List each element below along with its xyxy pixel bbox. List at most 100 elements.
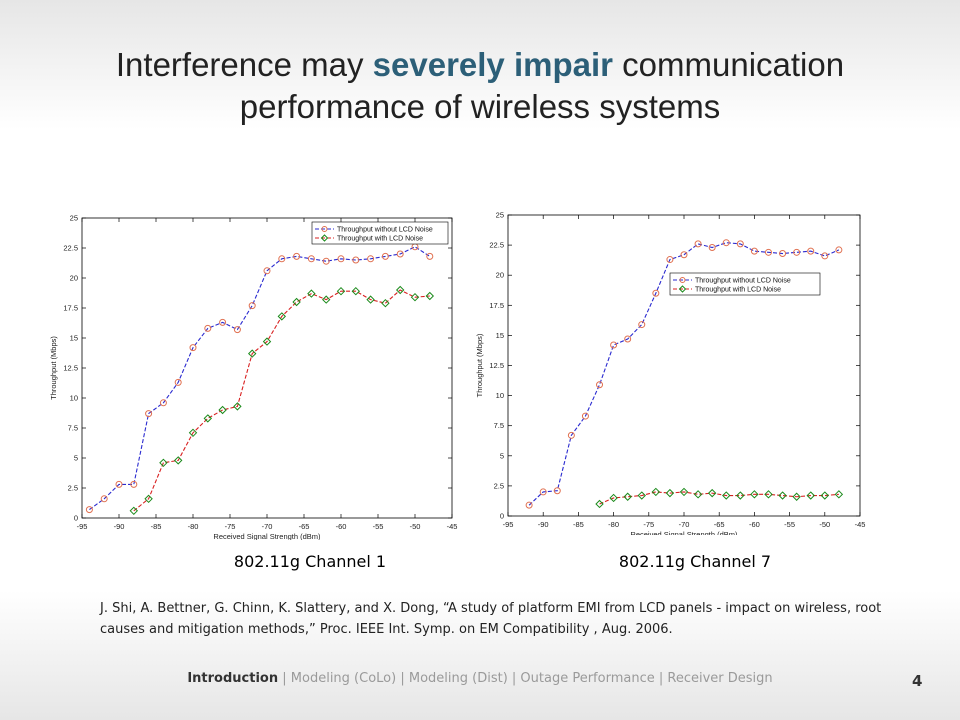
data-point [145, 410, 153, 418]
page-number: 4 [912, 672, 923, 690]
data-point [708, 244, 716, 252]
footer-nav-item[interactable]: Modeling (Dist) [408, 671, 508, 686]
y-tick-label: 7.5 [494, 421, 504, 430]
citation-reference: J. Shi, A. Bettner, G. Chinn, K. Slatter… [100, 601, 882, 637]
data-point [203, 414, 213, 423]
data-point [188, 428, 198, 438]
series-line [133, 289, 430, 512]
y-tick-label: 2.5 [68, 484, 78, 493]
x-tick-label: -95 [77, 522, 88, 531]
y-tick-label: 12.5 [63, 364, 78, 373]
data-point [100, 495, 108, 503]
data-point [366, 295, 375, 304]
x-tick-label: -85 [573, 520, 584, 529]
data-point [834, 490, 844, 499]
x-tick-label: -80 [608, 520, 619, 529]
data-point [85, 506, 93, 514]
footer-separator: | [396, 671, 409, 686]
footer-nav-item[interactable]: Modeling (CoLo) [290, 671, 397, 686]
data-point [204, 324, 212, 332]
x-tick-label: -50 [410, 522, 421, 531]
data-point [322, 257, 330, 265]
x-tick-label: -45 [855, 520, 866, 529]
data-point [292, 297, 301, 307]
data-point [395, 285, 405, 295]
data-point [694, 240, 702, 248]
data-point [637, 491, 646, 500]
data-point [680, 251, 688, 259]
data-point [736, 491, 745, 500]
data-point [807, 247, 815, 255]
data-point [820, 491, 830, 500]
legend-label: Throughput with LCD Noise [695, 287, 781, 294]
footer-separator: | [507, 671, 521, 686]
data-point [793, 248, 801, 256]
y-tick-label: 0 [74, 514, 78, 523]
data-point [666, 256, 674, 264]
data-point [115, 480, 123, 488]
y-tick-label: 2.5 [494, 481, 504, 490]
legend-marker [321, 226, 328, 232]
data-point [307, 289, 316, 298]
x-tick-label: -55 [784, 520, 795, 529]
chart-channel-7: -95 -90 -85 -80 -75 -70 -65 -60 -55 -50 -45 0 2.5 5 7.… [470, 205, 870, 540]
footer-nav-item[interactable]: Introduction [187, 671, 279, 686]
legend-box [669, 272, 821, 296]
data-point [581, 412, 589, 420]
y-tick-label: 20 [70, 274, 78, 283]
title-part1: Interference may [115, 46, 373, 83]
data-point [159, 458, 168, 468]
caption-channel-1: 802.11g Channel 1 [233, 552, 387, 571]
footer-nav-item[interactable]: Outage Performance [520, 671, 655, 686]
x-tick-label: -70 [262, 522, 273, 531]
x-tick-label: -55 [373, 522, 384, 531]
legend-label: Throughput without LCD Noise [695, 278, 791, 285]
y-tick-label: 15 [70, 334, 78, 343]
data-point [278, 255, 286, 263]
data-point [263, 267, 271, 275]
data-point [219, 318, 227, 326]
legend-marker [320, 234, 329, 242]
data-point [665, 488, 675, 498]
y-axis-label: Throughput (Mbps) [49, 336, 58, 400]
footer-separator: | [654, 671, 668, 686]
data-point [623, 492, 632, 501]
footer-nav-item[interactable]: Receiver Design [667, 671, 773, 686]
data-point [233, 326, 241, 334]
data-point [736, 240, 744, 248]
data-point [262, 337, 272, 346]
y-tick-label: 22.5 [63, 244, 78, 253]
data-point [764, 248, 772, 256]
x-tick-label: -70 [679, 520, 690, 529]
data-point [351, 286, 361, 296]
data-point [337, 255, 345, 263]
chart-channel-7-svg: -95 -90 -85 -80 -75 -70 -65 -60 -55 -50 -45 0 2.5 5 7.… [475, 211, 866, 540]
y-tick-label: 5 [74, 454, 78, 463]
legend-label: Throughput with LCD Noise [337, 236, 423, 243]
x-tick-label: -90 [538, 520, 549, 529]
data-point [750, 490, 759, 499]
x-axis-label: Received Signal Strength (dBm) [630, 530, 738, 535]
data-point [159, 399, 167, 407]
x-tick-label: -95 [503, 520, 514, 529]
data-point [821, 252, 829, 260]
y-tick-label: 22.5 [489, 241, 504, 250]
plot-area [81, 217, 453, 519]
plot-area [507, 214, 861, 517]
data-point [293, 252, 301, 260]
data-point [693, 490, 703, 499]
y-tick-label: 25 [496, 211, 504, 220]
data-point [792, 492, 801, 501]
data-point [396, 250, 404, 258]
data-point [679, 487, 689, 497]
legend-marker [679, 277, 686, 283]
data-point [277, 312, 287, 321]
data-point [609, 493, 618, 503]
data-point [722, 491, 731, 500]
chart-channel-1-svg: -95 -90 -85 -80 -75 -70 -65 -60 -55 -50 -45 0 2.5 5 7.… [49, 214, 457, 542]
data-point [595, 499, 604, 509]
data-point [248, 302, 256, 310]
x-tick-label: -60 [749, 520, 760, 529]
data-point [596, 381, 604, 389]
y-tick-label: 10 [70, 394, 78, 403]
